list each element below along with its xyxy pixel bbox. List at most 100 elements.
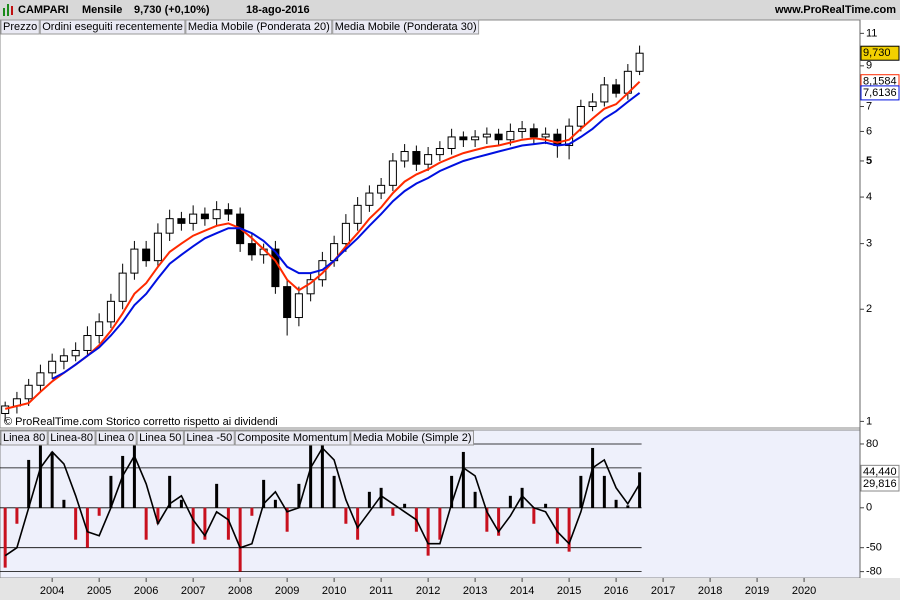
candle-body	[130, 248, 139, 274]
candle-body	[600, 84, 609, 103]
momentum-bar	[356, 507, 360, 540]
last-value-box	[860, 45, 900, 61]
momentum-bar	[309, 443, 313, 508]
candle-body	[283, 286, 292, 319]
legend-entry: Linea 50	[139, 432, 181, 444]
candle-body	[435, 147, 444, 156]
y-tick-label: 3	[866, 238, 872, 250]
momentum-bar	[567, 507, 571, 552]
site: www.ProRealTime.com	[774, 4, 896, 16]
x-tick-label: 2008	[228, 585, 252, 597]
candle-body	[388, 160, 397, 186]
legend-box	[47, 430, 96, 446]
candle-body	[59, 355, 68, 362]
momentum-bar	[532, 507, 536, 524]
candle-body	[165, 218, 174, 234]
candle-body	[224, 209, 233, 215]
y-tick-label: 6	[866, 125, 872, 137]
candle-body	[1, 405, 10, 414]
candle-body	[294, 293, 303, 319]
y-tick-label: 9	[866, 60, 872, 72]
date: 18-ago-2016	[246, 4, 310, 16]
momentum-bar	[168, 475, 172, 508]
y-tick-label: 5	[866, 155, 872, 167]
momentum-bar	[626, 505, 630, 508]
candle-body	[36, 372, 45, 386]
momentum-bar	[438, 507, 442, 540]
legend-box	[39, 19, 186, 35]
candle-body	[200, 213, 209, 220]
symbol: CAMPARI	[18, 4, 69, 16]
legend-entry: Media Mobile (Ponderata 30)	[335, 21, 477, 33]
icon	[3, 8, 5, 16]
candle-body	[529, 128, 538, 138]
last-value-box	[860, 85, 900, 101]
legend-box	[350, 430, 474, 446]
x-tick-label: 2019	[745, 585, 769, 597]
momentum-bar	[97, 507, 101, 516]
momentum-bar	[544, 503, 548, 508]
y-tick-label: 2	[866, 303, 872, 315]
candle-body	[471, 136, 480, 141]
candle-body	[71, 349, 80, 357]
x-tick-label: 2012	[416, 585, 440, 597]
period: Mensile	[82, 4, 122, 16]
legend-box	[0, 19, 40, 35]
momentum-bar	[450, 475, 454, 508]
momentum-bar	[614, 499, 618, 508]
momentum-bar	[520, 487, 524, 508]
momentum-bar	[85, 507, 89, 548]
legend-entry: Composite Momentum	[237, 432, 348, 444]
legend-box	[234, 430, 351, 446]
momentum-average	[4, 446, 641, 557]
last-value-label: 7,6136	[863, 87, 897, 99]
candle-body	[153, 232, 162, 262]
legend-entry: Linea 80	[3, 432, 45, 444]
candle-body	[400, 151, 409, 162]
candle-body	[412, 151, 421, 165]
momentum-bar	[344, 507, 348, 524]
quote: 9,730 (+0,10%)	[134, 4, 210, 16]
x-tick-label: 2011	[369, 585, 393, 597]
legend-entry: Media Mobile (Ponderata 20)	[188, 21, 330, 33]
momentum-bar	[367, 491, 371, 508]
candle-body	[118, 272, 127, 302]
x-tick-label: 2015	[557, 585, 581, 597]
y-tick-label: 80	[866, 438, 878, 450]
momentum-bar	[238, 507, 242, 572]
momentum-bar	[156, 507, 160, 524]
candle-body	[306, 279, 315, 295]
header-bar	[0, 0, 900, 20]
candle-body	[447, 136, 456, 149]
candle-body	[353, 204, 362, 224]
momentum-bar	[320, 443, 324, 508]
x-tick-label: 2009	[275, 585, 299, 597]
x-tick-label: 2005	[87, 585, 111, 597]
momentum-bar	[485, 507, 489, 532]
candle-body	[518, 128, 527, 132]
momentum-bar	[262, 479, 266, 508]
y-tick-label: 4	[866, 191, 872, 203]
momentum-panel	[0, 429, 861, 579]
price-panel	[0, 19, 861, 429]
momentum-bar	[62, 499, 66, 508]
candle-body	[576, 106, 585, 127]
momentum-bar	[3, 507, 7, 568]
momentum-bar	[332, 475, 336, 508]
candle-body	[189, 213, 198, 224]
legend-box	[136, 430, 184, 446]
candle-body	[247, 243, 256, 256]
y-tick-label: 7	[866, 100, 872, 112]
candle-body	[106, 300, 115, 323]
legend-box	[183, 430, 235, 446]
icon	[7, 4, 9, 16]
momentum-bar	[285, 507, 289, 532]
legend-entry: Linea 0	[98, 432, 134, 444]
momentum-bar	[144, 507, 148, 540]
legend-entry: Media Mobile (Simple 2)	[353, 432, 472, 444]
momentum-bar	[602, 475, 606, 508]
legend-box	[95, 430, 137, 446]
momentum-bar	[191, 507, 195, 544]
candle-body	[553, 133, 562, 147]
last-value-label: 29,816	[863, 478, 897, 490]
